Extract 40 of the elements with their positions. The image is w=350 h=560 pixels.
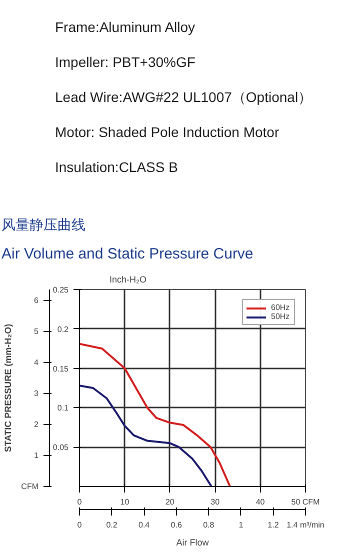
x2-tick-label: 0.2 (106, 520, 118, 530)
text: Lead Wire:AWG#22 UL1007（Optional） (55, 88, 312, 107)
x2-tick-label: 1.4 m³/min (286, 520, 324, 530)
y2-axis-title: STATIC PRESSURE (mm-H₂O) (3, 324, 14, 452)
y-tick-label: 0.05 (52, 443, 70, 452)
x2-tick-label: 1.2 (268, 520, 280, 530)
x2-tick-label: 1 (238, 520, 244, 530)
line-series (80, 384, 212, 486)
y2-tick-label: CFM (21, 482, 39, 491)
legend-label: 60Hz (271, 303, 291, 312)
text: Motor: Shaded Pole Induction Motor (55, 123, 280, 142)
text: Frame:Aluminum Alloy (55, 18, 196, 37)
x-tick-label: 10 (120, 498, 130, 506)
x-tick-label: 40 (256, 498, 266, 506)
y2-tick-label: 3 (34, 388, 40, 398)
line-series (80, 342, 232, 486)
y2-tick-label: 4 (34, 358, 40, 367)
y-tick-label: 0.25 (52, 286, 70, 294)
x-tick-label: 30 (210, 498, 220, 506)
x-tick-label: 50 CFM (291, 498, 320, 506)
x2-tick-label: 0.6 (170, 520, 182, 530)
text: Impeller: PBT+30%GF (55, 53, 196, 72)
text: Insulation:CLASS B (55, 158, 179, 177)
y-tick-label: 0.2 (57, 324, 70, 334)
legend-label: 50Hz (271, 312, 291, 321)
x2-axis-title: Air Flow (176, 538, 210, 548)
y2-tick-label: 6 (34, 296, 40, 305)
chart-title: 风量静压曲线 (2, 218, 86, 234)
y2-tick-label: 1 (34, 450, 40, 460)
x-tick-label: 20 (165, 498, 175, 506)
x-tick-label: 0 (77, 498, 82, 506)
y-tick-label: 0.15 (52, 364, 70, 374)
y2-tick-label: 5 (34, 326, 40, 336)
y-tick-label: 0.1 (57, 404, 70, 413)
y2-tick-label: 2 (34, 420, 40, 429)
x2-tick-label: 0.8 (203, 520, 215, 530)
chart-subtitle: Air Volume and Static Pressure Curve (2, 246, 254, 262)
x2-tick-label: 0 (77, 520, 82, 530)
x2-tick-label: 0.4 (138, 520, 150, 530)
y-axis-title: Inch-H₂O (110, 274, 147, 284)
